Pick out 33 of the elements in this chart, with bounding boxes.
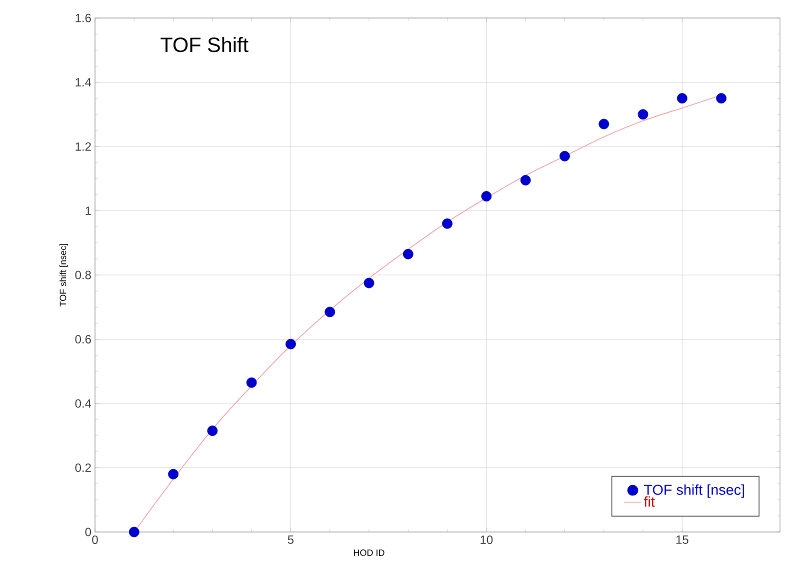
x-tick-label: 5 xyxy=(288,536,294,544)
point xyxy=(638,109,648,120)
y-tick-label: 0 xyxy=(85,528,92,536)
y-tick-label: 1.4 xyxy=(76,78,92,86)
point xyxy=(324,306,336,318)
point xyxy=(676,93,688,104)
point xyxy=(442,218,452,229)
point xyxy=(598,118,610,130)
point xyxy=(207,426,218,436)
point xyxy=(364,278,374,288)
point xyxy=(560,150,570,162)
y-tick-label: 1.6 xyxy=(76,14,91,22)
point xyxy=(716,93,726,104)
x-tick-label: 10 xyxy=(480,536,493,544)
x-tick-label: 15 xyxy=(676,536,688,544)
x-tick-label: 0 xyxy=(92,536,98,544)
text: TOF Shift xyxy=(160,36,248,52)
point xyxy=(481,191,492,202)
point xyxy=(168,468,178,480)
y-tick-label: 1 xyxy=(86,206,91,215)
point xyxy=(520,175,531,186)
y-tick-label: 1.2 xyxy=(76,142,91,151)
point xyxy=(128,526,140,538)
y-tick-label: 0.4 xyxy=(75,399,92,408)
point xyxy=(286,338,296,350)
y-tick-label: 0.2 xyxy=(75,464,91,472)
point xyxy=(246,377,257,388)
legend-label: fit xyxy=(644,496,655,507)
y-tick-label: 0.6 xyxy=(75,335,91,344)
y-tick-label: 0.8 xyxy=(75,270,91,280)
point xyxy=(402,248,414,260)
y-axis-title: TOF shift [nsec] xyxy=(60,244,68,306)
x-axis-title: HOD ID xyxy=(354,550,384,556)
